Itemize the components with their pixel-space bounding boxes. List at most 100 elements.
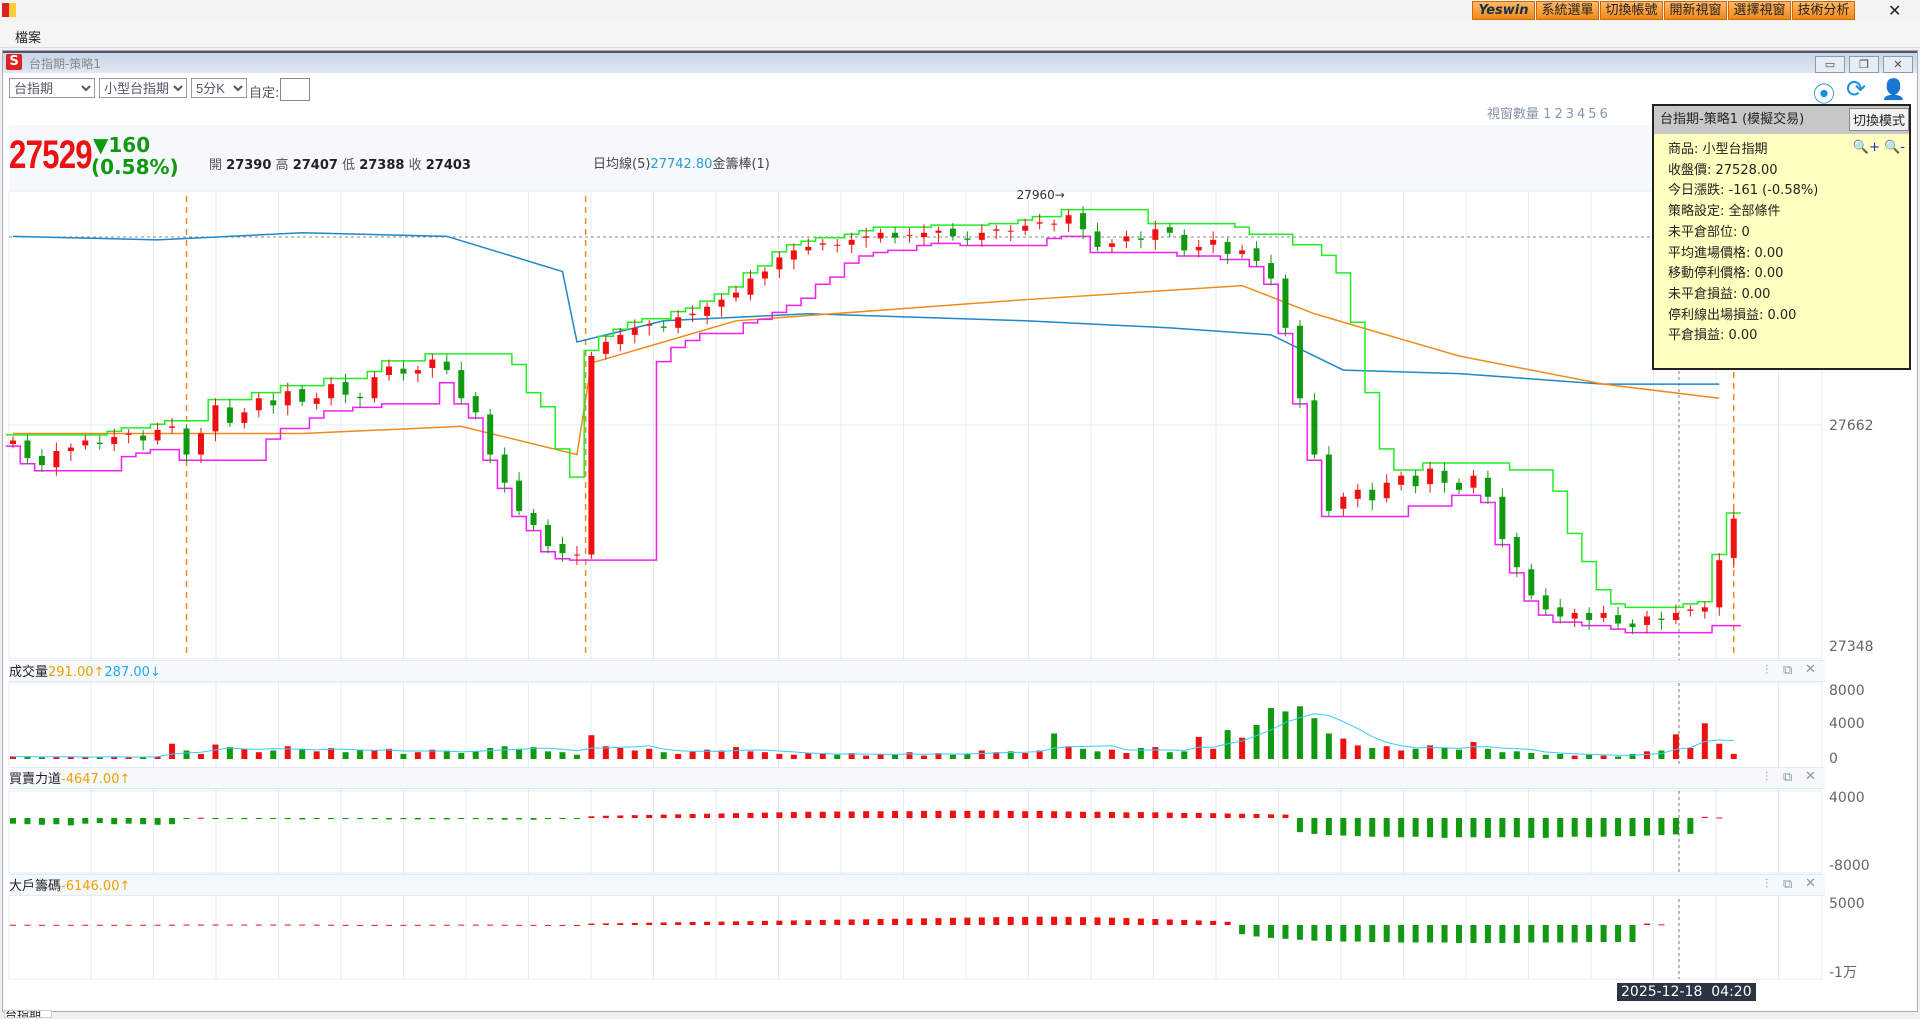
force-bar (964, 810, 971, 818)
market-select[interactable]: 台指期 (9, 78, 95, 98)
volume-bar (1224, 730, 1231, 759)
candle (964, 238, 971, 240)
candle (689, 313, 696, 316)
big-player-bar (1643, 923, 1650, 925)
candle (949, 228, 956, 237)
window-count-6[interactable]: 6 (1599, 107, 1608, 122)
popout-icon[interactable]: ⧉ (1783, 877, 1793, 892)
volume-bar (67, 756, 74, 759)
user-list-icon[interactable]: 👤 (1881, 77, 1906, 101)
volume-bar (1441, 747, 1448, 759)
volume-bar (906, 752, 913, 759)
toolbar-button-2[interactable]: 切換帳號 (1600, 1, 1663, 20)
volume-bar (96, 756, 103, 759)
candle (1513, 536, 1520, 568)
candle (183, 428, 190, 455)
custom-input[interactable] (280, 78, 310, 101)
big-player-panel-header: 大戶籌碼-6146.00↑ ⫶ ⧉ ✕ (9, 874, 1825, 896)
candle (1080, 213, 1087, 230)
big-player-tick: 5000 (1829, 896, 1865, 912)
force-bar (1369, 818, 1376, 837)
close-panel-icon[interactable]: ✕ (1805, 876, 1816, 891)
window-count-5[interactable]: 5 (1588, 107, 1597, 122)
price-change-pct: (0.58%) (91, 155, 179, 179)
settings-icon[interactable]: ⫶ (1765, 770, 1769, 785)
big-player-bar (169, 924, 176, 926)
moving-average-line (13, 284, 1720, 456)
window-title-bar: S 台指期-策略1 ▭ ❐ ✕ (3, 51, 1917, 73)
volume-bar (284, 746, 291, 759)
big-player-bar (1239, 925, 1246, 935)
window-count-2[interactable]: 2 (1554, 107, 1563, 122)
candle (1470, 475, 1477, 488)
app-close-button[interactable]: ✕ (1888, 1, 1902, 20)
toolbar-button-4[interactable]: 選擇視窗 (1728, 1, 1791, 20)
big-player-bar (776, 920, 783, 925)
volume-bar (1658, 750, 1665, 759)
big-player-bar (1441, 925, 1448, 943)
candle (675, 317, 682, 328)
volume-bar (1456, 749, 1462, 759)
big-player-bar (1282, 925, 1289, 939)
toolbar-button-0[interactable]: Yeswin (1472, 1, 1535, 20)
toolbar-button-3[interactable]: 開新視窗 (1664, 1, 1727, 20)
volume-bar (357, 749, 364, 759)
switch-mode-button[interactable]: 切換模式 (1848, 108, 1909, 131)
volume-bar (1210, 748, 1217, 759)
force-bar (270, 818, 277, 819)
trailing-profit-line (5, 235, 1741, 634)
refresh-icon[interactable]: ⟳ (1846, 75, 1867, 103)
bottom-tab[interactable]: 台指期 (4, 1010, 52, 1018)
strategy-info-row: 移動停利價格: 0.00 (1668, 266, 1784, 282)
period-select[interactable]: 5分K (191, 78, 247, 98)
close-panel-icon[interactable]: ✕ (1805, 769, 1816, 784)
volume-bar (328, 747, 335, 759)
settings-icon[interactable]: ⫶ (1765, 663, 1769, 678)
menu-file[interactable]: 檔案 (15, 31, 42, 46)
price-tick: 27348 (1829, 639, 1874, 655)
big-player-bar (400, 924, 407, 926)
big-player-bar (111, 924, 118, 926)
zoom-in-icon[interactable]: 🔍+ (1852, 140, 1880, 155)
force-bar (1022, 811, 1029, 818)
window-close-button[interactable]: ✕ (1883, 56, 1913, 73)
product-select[interactable]: 小型台指期 (99, 78, 187, 98)
toolbar-button-1[interactable]: 系統選單 (1536, 1, 1599, 20)
candle (1282, 278, 1289, 328)
candle (111, 436, 118, 445)
big-player-bar (675, 922, 682, 925)
zoom-out-icon[interactable]: 🔍- (1884, 140, 1905, 155)
window-count-3[interactable]: 3 (1565, 107, 1574, 122)
big-player-bar (154, 924, 161, 926)
minimize-button[interactable]: ▭ (1815, 56, 1845, 73)
restore-button[interactable]: ❐ (1849, 56, 1879, 73)
candle (1615, 615, 1622, 624)
force-bar (1268, 814, 1275, 818)
volume-bar (169, 743, 176, 759)
volume-bar (747, 751, 754, 759)
volume-bar (1542, 754, 1549, 759)
candle (1036, 222, 1043, 224)
volume-bar (140, 756, 147, 759)
force-bar (761, 812, 768, 818)
window-count-1[interactable]: 1 (1543, 107, 1552, 122)
candle (733, 292, 739, 298)
close-label: 收 (408, 158, 422, 173)
settings-icon[interactable]: ⫶ (1765, 877, 1769, 892)
close-panel-icon[interactable]: ✕ (1805, 662, 1816, 677)
signal-icon[interactable]: ⦿ (1813, 83, 1836, 108)
force-bar (169, 818, 176, 825)
toolbar-button-5[interactable]: 技術分析 (1792, 1, 1855, 20)
candle (790, 250, 797, 260)
big-player-bar (1137, 918, 1144, 925)
popout-icon[interactable]: ⧉ (1783, 770, 1793, 785)
window-count-4[interactable]: 4 (1577, 107, 1586, 122)
candle (1224, 241, 1231, 254)
big-player-bar (1484, 925, 1491, 943)
volume-bar (920, 755, 927, 759)
force-bar (978, 810, 985, 818)
popout-icon[interactable]: ⧉ (1783, 663, 1793, 678)
zoom-controls: 🔍+ 🔍- (1853, 140, 1905, 155)
big-player-bar (458, 924, 465, 926)
